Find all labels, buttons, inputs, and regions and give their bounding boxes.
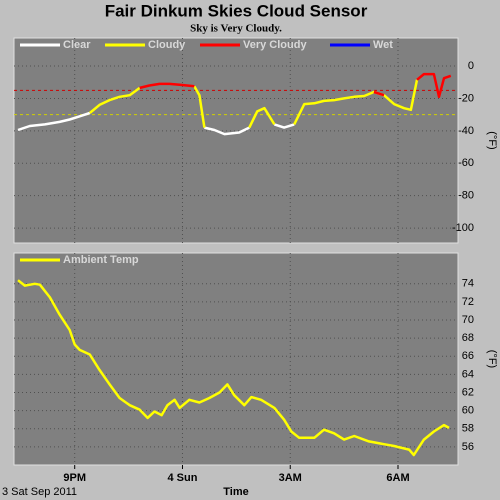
- y-tick-label: -60: [458, 157, 474, 169]
- x-tick-label: 4 Sun: [167, 472, 197, 484]
- y-tick-label: -40: [458, 125, 474, 137]
- y-tick-label: 72: [462, 296, 474, 308]
- plot-area: [13, 37, 459, 244]
- y-tick-label: 68: [462, 332, 474, 344]
- series-line: [88, 79, 419, 129]
- series-line: [17, 111, 295, 136]
- legend-label: Very Cloudy: [243, 39, 307, 51]
- y-tick-label: 70: [462, 314, 474, 326]
- y-axis-label: (°F): [486, 131, 498, 149]
- x-axis-label: Time: [223, 486, 248, 498]
- y-tick-label: 66: [462, 350, 474, 362]
- y-tick-label: -80: [458, 190, 474, 202]
- y-tick-label: 56: [462, 441, 474, 453]
- y-tick-label: 60: [462, 405, 474, 417]
- legend-label: Ambient Temp: [63, 254, 139, 266]
- legend-label: Clear: [63, 39, 91, 51]
- date-label: 3 Sat Sep 2011: [2, 486, 77, 498]
- x-tick-label: 9PM: [63, 472, 86, 484]
- x-tick-label: 3AM: [279, 472, 302, 484]
- y-tick-label: -20: [458, 92, 474, 104]
- y-axis-label: (°F): [486, 350, 498, 368]
- y-tick-label: 64: [462, 368, 474, 380]
- y-tick-label: 62: [462, 386, 474, 398]
- x-tick-label: 6AM: [386, 472, 409, 484]
- chart-title: Fair Dinkum Skies Cloud Sensor: [105, 1, 368, 20]
- y-tick-label: 74: [462, 278, 474, 290]
- y-tick-label: 58: [462, 423, 474, 435]
- legend-label: Cloudy: [148, 39, 186, 51]
- legend-label: Wet: [373, 39, 393, 51]
- chart-subtitle: Sky is Very Cloudy.: [190, 23, 282, 35]
- plot-area: [13, 252, 459, 466]
- series-line: [17, 279, 450, 457]
- series-line: [139, 72, 452, 99]
- y-tick-label: -100: [452, 222, 474, 234]
- y-tick-label: 0: [468, 60, 474, 72]
